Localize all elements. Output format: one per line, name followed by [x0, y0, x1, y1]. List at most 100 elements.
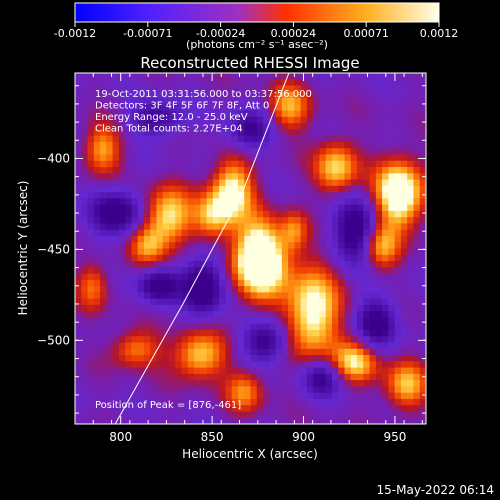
heatmap-cell [100, 279, 107, 287]
heatmap-cell [319, 160, 327, 168]
heatmap-cell [200, 279, 208, 287]
heatmap-cell [175, 336, 183, 344]
heatmap-cell [294, 267, 302, 275]
heatmap-cell [81, 73, 89, 80]
heatmap-cell [400, 185, 408, 193]
heatmap-cell [162, 336, 170, 344]
heatmap-cell [225, 85, 233, 93]
heatmap-cell [375, 267, 383, 275]
heatmap-cell [81, 192, 89, 199]
heatmap-cell [250, 380, 258, 387]
heatmap-cell [175, 398, 183, 406]
heatmap-cell [281, 223, 289, 231]
heatmap-cell [194, 398, 201, 406]
annotation-line: Energy Range: 12.0 - 25.0 keV [95, 112, 248, 123]
heatmap-cell [344, 248, 352, 256]
heatmap-cell [125, 286, 133, 293]
heatmap-cell [87, 405, 95, 413]
heatmap-cell [263, 392, 270, 400]
heatmap-cell [106, 242, 114, 250]
heatmap-cell [231, 217, 239, 225]
heatmap-cell [281, 279, 289, 287]
heatmap-cell [306, 179, 314, 187]
heatmap-cell [419, 129, 426, 137]
heatmap-cell [250, 373, 258, 381]
heatmap-cell [137, 254, 145, 262]
heatmap-cell [169, 242, 176, 250]
heatmap-cell [187, 336, 195, 344]
heatmap-cell [194, 286, 201, 293]
heatmap-cell [350, 261, 358, 268]
heatmap-cell [263, 185, 270, 193]
heatmap-cell [181, 411, 189, 419]
heatmap-cell [407, 179, 415, 187]
heatmap-cell [419, 286, 426, 293]
heatmap-cell [169, 336, 176, 344]
heatmap-cell [156, 198, 164, 206]
heatmap-cell [281, 73, 289, 80]
heatmap-cell [81, 261, 89, 268]
heatmap-cell [269, 104, 277, 112]
heatmap-cell [281, 373, 289, 381]
heatmap-cell [187, 242, 195, 250]
heatmap-cell [269, 185, 277, 193]
heatmap-cell [263, 223, 270, 231]
heatmap-cell [219, 198, 227, 206]
heatmap-cell [219, 73, 227, 80]
heatmap-cell [338, 386, 346, 394]
heatmap-cell [106, 317, 114, 325]
heatmap-cell [375, 198, 383, 206]
heatmap-cell [106, 373, 114, 381]
heatmap-cell [118, 254, 126, 262]
heatmap-cell [357, 386, 364, 394]
heatmap-cell [150, 380, 158, 387]
heatmap-cell [181, 185, 189, 193]
heatmap-cell [137, 217, 145, 225]
heatmap-cell [263, 292, 270, 300]
heatmap-cell [269, 304, 277, 312]
heatmap-cell [363, 192, 371, 199]
heatmap-cell [357, 342, 364, 350]
heatmap-cell [118, 304, 126, 312]
heatmap-cell [156, 392, 164, 400]
heatmap-cell [263, 311, 270, 319]
heatmap-cell [175, 179, 183, 187]
heatmap-cell [137, 73, 145, 80]
heatmap-cell [237, 348, 245, 356]
heatmap-cell [175, 298, 183, 306]
heatmap-cell [187, 204, 195, 212]
heatmap-cell [269, 323, 277, 331]
heatmap-cell [206, 417, 214, 424]
heatmap-cell [325, 167, 333, 174]
heatmap-cell [200, 173, 208, 181]
heatmap-cell [125, 173, 133, 181]
heatmap-cell [106, 311, 114, 319]
heatmap-cell [269, 154, 277, 162]
heatmap-cell [369, 317, 377, 325]
heatmap-cell [413, 192, 421, 199]
heatmap-cell [419, 273, 426, 281]
heatmap-cell [344, 217, 352, 225]
heatmap-cell [175, 85, 183, 93]
heatmap-cell [200, 304, 208, 312]
heatmap-cell [294, 242, 302, 250]
heatmap-cell [288, 279, 295, 287]
heatmap-cell [338, 123, 346, 131]
heatmap-cell [263, 248, 270, 256]
heatmap-cell [237, 235, 245, 243]
heatmap-cell [275, 192, 283, 199]
heatmap-cell [281, 367, 289, 375]
heatmap-cell [75, 373, 82, 381]
heatmap-cell [263, 254, 270, 262]
heatmap-cell [225, 129, 233, 137]
heatmap-cell [363, 392, 371, 400]
heatmap-cell [419, 217, 426, 225]
heatmap-cell [181, 154, 189, 162]
heatmap-cell [294, 329, 302, 337]
heatmap-cell [407, 73, 415, 80]
heatmap-cell [231, 342, 239, 350]
heatmap-cell [382, 154, 389, 162]
heatmap-cell [388, 261, 396, 268]
heatmap-cell [369, 273, 377, 281]
heatmap-cell [237, 248, 245, 256]
